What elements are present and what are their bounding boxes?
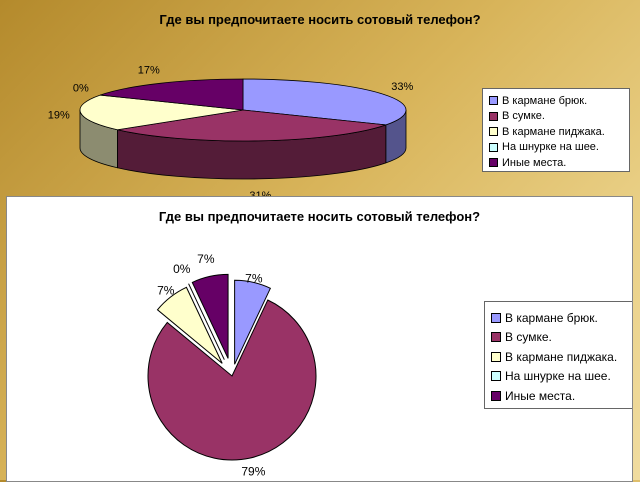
legend-item: На шнурке на шее.	[491, 367, 626, 387]
legend-item: Иные места.	[489, 155, 623, 171]
legend-label: В кармане брюк.	[502, 94, 588, 107]
data-label: 7%	[245, 271, 263, 285]
chart1-title: Где вы предпочитаете носить сотовый теле…	[159, 12, 481, 27]
data-label: 33%	[391, 81, 413, 93]
pie-slice	[156, 286, 223, 364]
pie-slice	[234, 279, 272, 365]
legend-label: Иные места.	[502, 156, 567, 169]
pie-slice	[191, 273, 229, 359]
pie-slice	[79, 94, 244, 131]
legend-swatch	[491, 312, 501, 323]
legend-label: В сумке.	[505, 330, 552, 345]
chart2-title: Где вы предпочитаете носить сотовый теле…	[158, 209, 481, 224]
data-label: 19%	[48, 109, 70, 121]
legend-item: В кармане брюк.	[489, 93, 623, 109]
pie-slice	[100, 78, 244, 111]
pie-slice	[117, 109, 386, 142]
legend-label: В кармане пиджака.	[505, 349, 618, 364]
legend-item: В сумке.	[491, 328, 626, 348]
pie-slice	[147, 299, 317, 461]
chart2-legend: В кармане брюк. В сумке. В кармане пиджа…	[484, 301, 632, 409]
legend-label: В кармане брюк.	[505, 310, 598, 325]
legend-label: В кармане пиджака.	[502, 125, 605, 138]
legend-swatch	[491, 371, 501, 382]
legend-item: В кармане брюк.	[491, 308, 626, 328]
legend-item: В кармане пиджака.	[489, 124, 623, 140]
data-label: 17%	[138, 65, 160, 77]
pie-slice	[242, 78, 407, 126]
legend-item: В сумке.	[489, 109, 623, 125]
legend-swatch	[489, 158, 498, 168]
chart1-legend: В кармане брюк. В сумке. В кармане пиджа…	[482, 88, 630, 172]
data-label: 0%	[173, 262, 191, 276]
legend-swatch	[491, 332, 501, 343]
legend-label: На шнурке на шее.	[505, 369, 611, 384]
legend-item: Иные места.	[491, 386, 626, 406]
legend-swatch	[489, 111, 498, 121]
legend-label: Иные места.	[505, 388, 576, 403]
legend-label: В сумке.	[502, 110, 545, 123]
legend-swatch	[489, 96, 498, 106]
data-label: 0%	[73, 82, 89, 94]
pie-slice	[188, 283, 225, 360]
legend-swatch	[489, 127, 498, 137]
data-label: 7%	[157, 284, 175, 298]
legend-label: На шнурке на шее.	[502, 141, 599, 154]
legend-swatch	[489, 142, 498, 152]
legend-swatch	[491, 351, 501, 362]
legend-item: В кармане пиджака.	[491, 347, 626, 367]
legend-swatch	[491, 390, 501, 401]
chart1-plot: 33% 31% 19% 0% 17%	[48, 65, 414, 200]
data-label: 79%	[241, 465, 265, 479]
data-label: 31%	[249, 190, 271, 200]
legend-item: На шнурке на шее.	[489, 140, 623, 156]
data-label: 7%	[197, 252, 215, 266]
